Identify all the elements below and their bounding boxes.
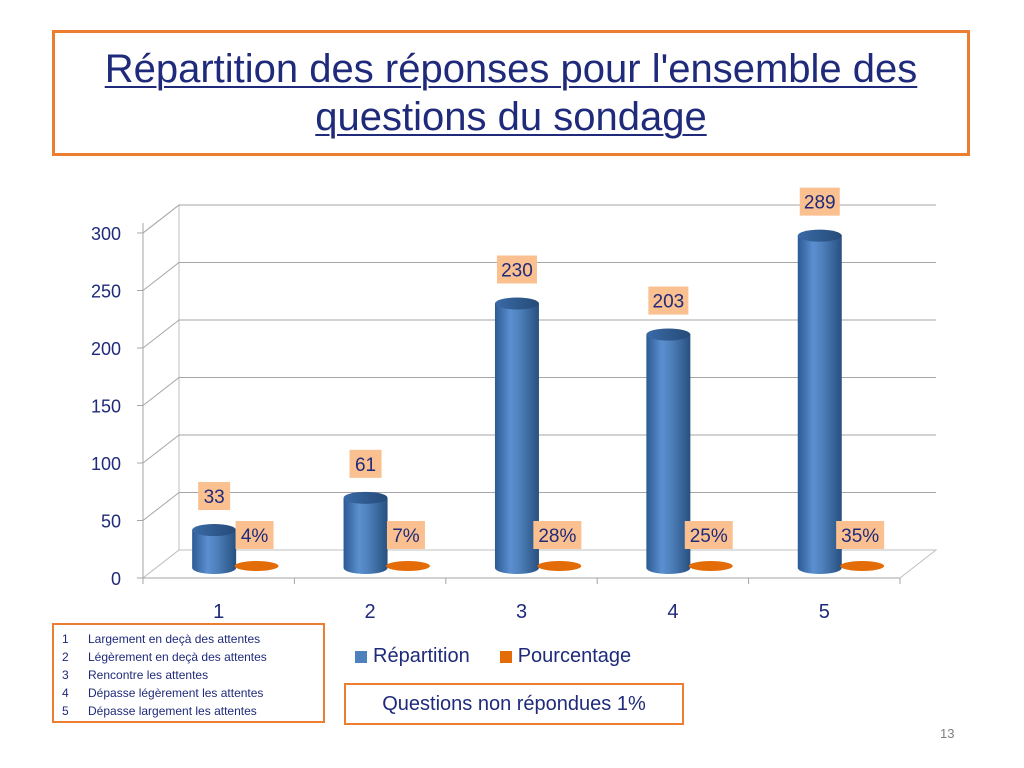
category-legend-text: Dépasse largement les attentes — [88, 704, 257, 718]
series-legend-label: Répartition — [373, 645, 470, 667]
x-tick-label: 4 — [667, 601, 678, 623]
category-legend-box: 1 Largement en deçà des attentes 2 Légèr… — [52, 623, 325, 723]
title-box: Répartition des réponses pour l'ensemble… — [52, 30, 970, 156]
data-label-bg — [684, 521, 733, 549]
data-label-bg — [648, 286, 689, 315]
bar-repartition — [646, 334, 691, 574]
bar-repartition-top — [343, 491, 388, 504]
series-legend-label: Pourcentage — [517, 645, 632, 667]
data-label-repartition: 61 — [355, 455, 376, 476]
category-legend-text: Rencontre les attentes — [88, 668, 209, 682]
series-legend: Répartition Pourcentage — [355, 645, 661, 668]
data-label-bg — [496, 255, 537, 284]
category-legend-number: 3 — [62, 668, 69, 682]
y-tick-label: 0 — [111, 569, 121, 589]
gridline — [142, 319, 936, 349]
data-label-bg — [386, 521, 425, 549]
category-legend-item: 5 Dépasse largement les attentes — [62, 702, 317, 720]
category-legend-text: Dépasse légèrement les attentes — [88, 686, 264, 700]
data-label-bg — [533, 521, 582, 549]
category-legend-item: 1 Largement en deçà des attentes — [62, 630, 317, 648]
gridline — [142, 204, 936, 234]
x-tick-label: 2 — [365, 601, 376, 623]
category-legend-text: Légèrement en deçà des attentes — [88, 650, 267, 664]
data-label-pourcentage: 25% — [690, 526, 728, 547]
x-tick-label: 1 — [213, 601, 224, 623]
bar-pourcentage — [840, 561, 885, 571]
page-title: Répartition des réponses pour l'ensemble… — [104, 47, 918, 139]
y-tick-label: 200 — [91, 339, 121, 359]
y-tick-label: 100 — [91, 454, 121, 474]
bar-repartition-top — [646, 328, 691, 341]
gridline — [142, 262, 936, 291]
data-label-bg — [198, 482, 231, 511]
y-tick-label: 50 — [101, 512, 121, 532]
category-legend-number: 5 — [62, 704, 69, 718]
data-label-bg — [235, 521, 274, 549]
page-number: 13 — [940, 726, 955, 741]
series-legend-item: Pourcentage — [499, 645, 632, 668]
data-label-repartition: 230 — [501, 261, 533, 282]
bar-pourcentage — [537, 561, 582, 571]
data-label-pourcentage: 4% — [241, 526, 269, 547]
bar-chart: 0 50 100 150 200 250 300 1 33 4% 2 61 7% 3 230 28% 4 203 2… — [91, 187, 938, 623]
series-swatch-repartition — [355, 650, 367, 663]
bar-pourcentage — [688, 561, 733, 571]
bar-repartition-top — [797, 229, 842, 242]
y-tick-label: 250 — [91, 282, 121, 302]
category-legend-number: 4 — [62, 686, 69, 700]
category-legend-number: 2 — [62, 650, 69, 664]
data-label-repartition: 203 — [653, 292, 685, 313]
category-legend-item: 2 Légèrement en deçà des attentes — [62, 648, 317, 666]
data-label-repartition: 289 — [804, 193, 836, 214]
data-label-bg — [836, 521, 885, 549]
category-legend-item: 3 Rencontre les attentes — [62, 666, 317, 684]
bar-repartition-top — [192, 524, 237, 537]
bar-pourcentage — [385, 561, 430, 571]
note-box: Questions non répondues 1% — [344, 683, 684, 725]
y-tick-label: 300 — [91, 224, 121, 244]
data-label-bg — [799, 187, 840, 216]
data-label-pourcentage: 28% — [538, 526, 576, 547]
category-legend-number: 1 — [62, 632, 69, 646]
series-legend-item: Répartition — [355, 645, 470, 668]
category-legend-text: Largement en deçà des attentes — [88, 632, 261, 646]
bar-repartition — [192, 530, 237, 574]
note-text: Questions non répondues 1% — [382, 692, 646, 715]
data-label-repartition: 33 — [204, 487, 225, 508]
series-swatch-pourcentage — [499, 650, 512, 663]
bar-pourcentage — [234, 561, 279, 571]
bar-repartition-top — [494, 297, 539, 310]
y-tick-label: 150 — [91, 397, 121, 417]
x-tick-label: 5 — [819, 601, 830, 623]
bar-repartition — [494, 303, 539, 574]
data-label-pourcentage: 35% — [841, 526, 879, 547]
data-label-bg — [349, 449, 382, 478]
bar-repartition — [797, 235, 842, 574]
category-legend-item: 4 Dépasse légèrement les attentes — [62, 684, 317, 702]
x-tick-label: 3 — [516, 601, 527, 623]
bar-repartition — [343, 497, 388, 574]
data-label-pourcentage: 7% — [392, 526, 420, 547]
